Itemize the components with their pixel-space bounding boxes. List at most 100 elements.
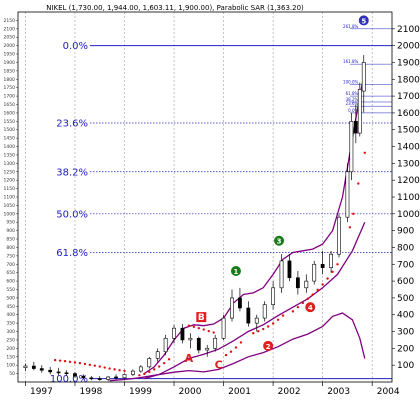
y-tick-label: 1200: [397, 176, 420, 186]
sar-dot: [78, 361, 82, 365]
y-tick-label: 2100: [397, 25, 420, 35]
left-tick-label: 2000: [4, 43, 16, 49]
candle-body: [89, 377, 94, 380]
candle-body: [138, 366, 143, 372]
wave-marker-circle: [263, 340, 274, 351]
sar-dot: [153, 368, 156, 371]
left-tick-label: 900: [6, 228, 15, 234]
candle-body: [345, 171, 350, 218]
left-tick-label: 1900: [4, 60, 16, 66]
candle-body: [329, 253, 333, 268]
left-tick-label: 1950: [4, 52, 16, 58]
extension-level-label: 0.0%: [348, 108, 358, 113]
extension-level-label: 38.2%: [346, 97, 359, 102]
y-tick-label: 700: [397, 260, 414, 270]
candle-body: [196, 337, 201, 351]
sar-dot: [103, 366, 106, 369]
x-tick-label: 1997: [30, 387, 53, 397]
sar-dot: [316, 288, 319, 292]
fib-level-label: 61.8%: [56, 248, 88, 259]
candle-body: [349, 121, 354, 173]
left-tick-label: 650: [6, 270, 15, 276]
candle-body: [262, 304, 267, 319]
candle-body: [337, 216, 341, 255]
y-tick-label: 100: [397, 361, 414, 371]
sar-dot: [331, 270, 334, 274]
y-tick-label: 1300: [397, 159, 420, 169]
left-tick-label: 700: [6, 262, 15, 268]
extension-level-label: 23.6%: [346, 101, 359, 106]
candle-body: [238, 297, 242, 309]
y-tick-label: 1100: [397, 193, 420, 203]
candle-body: [287, 260, 292, 279]
left-tick-label: 400: [6, 312, 15, 318]
left-tick-label: 550: [6, 287, 15, 293]
sar-dot: [167, 358, 171, 361]
left-tick-label: 1850: [4, 68, 16, 74]
left-tick-label: 100: [6, 363, 15, 369]
left-tick-label: 1400: [4, 144, 16, 150]
sar-dot: [257, 330, 260, 333]
wave-marker-circle: [305, 302, 316, 313]
left-tick-label: 2100: [4, 26, 16, 32]
x-tick-label: 2003: [327, 387, 350, 397]
parabolic-sar-dots: [53, 151, 366, 377]
wave-letter-label: C: [215, 359, 223, 372]
sar-dot: [157, 365, 161, 368]
sar-dot: [63, 359, 67, 363]
sar-dot: [197, 326, 201, 330]
left-tick-label: 1100: [4, 195, 16, 201]
x-tick-label: 1999: [129, 387, 152, 397]
left-tick-label: 750: [6, 253, 15, 259]
candle-body: [213, 337, 218, 349]
sar-dot: [229, 350, 233, 353]
y-tick-label: 300: [397, 328, 414, 338]
sar-dot: [123, 369, 126, 373]
sar-dot: [73, 361, 77, 364]
x-tick-label: 2004: [377, 387, 400, 397]
sar-dot: [162, 361, 166, 365]
candle-body: [39, 368, 44, 371]
x-tick-label: 1998: [80, 387, 103, 397]
candle-body: [122, 374, 127, 379]
wave-letter-label: A: [185, 352, 194, 365]
left-tick-label: 350: [6, 321, 15, 327]
sar-dot: [301, 301, 305, 305]
candle-body: [97, 378, 102, 380]
candle-body: [361, 62, 366, 92]
sar-dot: [143, 372, 146, 376]
sar-dot: [212, 331, 215, 334]
wave-marker-label: 3: [277, 238, 282, 246]
extension-level-label: 61.8%: [346, 91, 359, 96]
sar-dot: [311, 293, 314, 296]
candle-body: [31, 365, 36, 369]
sar-dot: [148, 370, 151, 374]
candle-body: [205, 348, 210, 351]
candle-body: [163, 337, 168, 353]
left-tick-label: 600: [6, 279, 15, 285]
sar-dot: [276, 318, 280, 321]
wave-marker-label: 4: [308, 304, 313, 312]
candle-body: [23, 365, 28, 369]
y-tick-label: 1500: [397, 126, 420, 136]
sar-dot: [363, 151, 366, 154]
wave-markers: 1 3 5 2 4 A B C: [185, 15, 369, 372]
candle-body: [320, 263, 325, 268]
left-tick-label: 500: [6, 295, 15, 301]
sar-dot: [326, 277, 329, 280]
candle-body: [279, 260, 284, 289]
left-tick-label: 1050: [4, 203, 16, 209]
y-tick-label: 1800: [397, 75, 420, 85]
left-tick-label: 1800: [4, 77, 16, 83]
left-tick-label: 800: [6, 245, 15, 251]
wave-letter-label: B: [198, 313, 205, 323]
sar-dot: [108, 367, 111, 370]
sar-dot: [357, 182, 360, 185]
wave-marker-circle: [230, 266, 241, 276]
candle-body: [172, 327, 176, 339]
sar-dot: [291, 310, 295, 313]
candle-body: [81, 375, 86, 379]
left-tick-label: 300: [6, 329, 15, 335]
left-tick-label: 1650: [4, 102, 16, 108]
